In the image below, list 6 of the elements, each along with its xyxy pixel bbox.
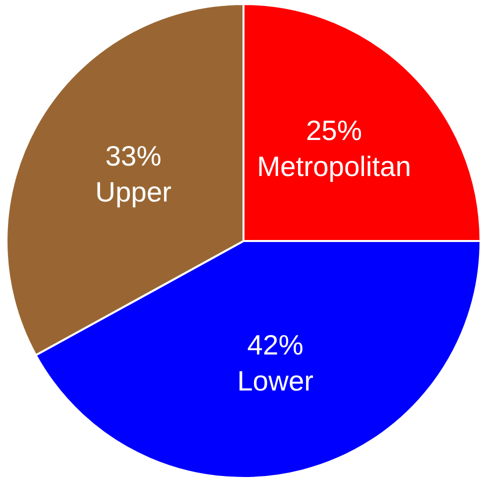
slice-label: Lower	[237, 366, 314, 397]
data-label: 42%	[247, 330, 304, 361]
slice-label: Metropolitan	[256, 151, 412, 182]
data-label: 33%	[105, 140, 162, 172]
data-label: 25%	[306, 115, 362, 146]
slice-label: Upper	[95, 176, 172, 208]
